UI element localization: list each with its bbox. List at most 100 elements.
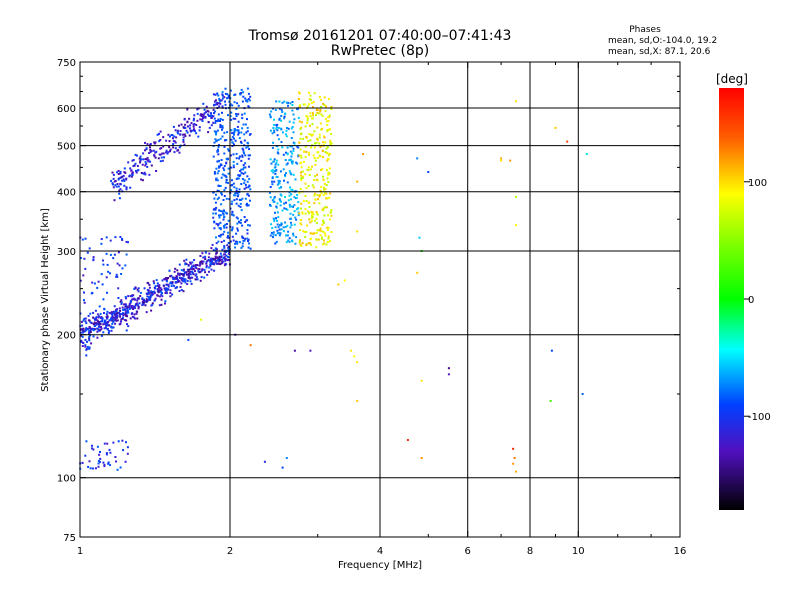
data-point-o-trace-upper <box>199 118 202 121</box>
data-point-o-trace-lower <box>165 279 168 282</box>
data-point-column-2-0-mhz <box>237 174 240 177</box>
data-point-o-trace-lower <box>105 321 108 324</box>
data-point-column-2-6-mhz <box>290 159 293 162</box>
data-point-x-trace <box>300 126 303 129</box>
data-point-o-trace-lower <box>192 268 195 271</box>
data-point-column-2-0-mhz <box>237 113 240 116</box>
data-point-column-2-0-mhz <box>213 141 216 144</box>
data-point-o-trace-upper <box>218 99 221 102</box>
data-point-x-trace <box>316 137 318 140</box>
data-point-o-trace-lower <box>122 309 125 311</box>
data-point-column-2-0-mhz <box>222 225 225 227</box>
data-point-column-2-0-mhz <box>233 133 235 136</box>
data-point-x-trace <box>301 175 304 178</box>
data-point-column-2-6-mhz <box>280 141 283 143</box>
data-point-column-2-6-mhz <box>285 234 288 237</box>
data-point-x-trace <box>316 173 318 176</box>
data-point-column-2-0-mhz <box>245 219 248 222</box>
data-point-o-trace-lower <box>176 279 179 282</box>
data-point-x-trace <box>309 94 312 97</box>
data-point-x-trace <box>308 218 311 221</box>
data-point-column-2-6-mhz <box>284 159 287 161</box>
data-point-o-trace-lower <box>161 295 164 298</box>
data-point-x-trace <box>321 127 324 130</box>
data-point-column-2-6-mhz <box>271 177 274 180</box>
phases-x-stats: mean, sd,X: 87.1, 20.6 <box>608 47 711 57</box>
data-point-o-trace-lower <box>119 315 122 318</box>
data-point-o-trace-lower <box>161 292 163 294</box>
data-point-column-2-0-mhz <box>237 193 240 196</box>
data-point-column-2-0-mhz <box>249 188 252 191</box>
data-point-o-trace-upper <box>201 120 204 122</box>
data-point-column-2-0-mhz <box>212 216 215 219</box>
data-point-o-trace-lower <box>225 251 228 253</box>
data-point-o-trace-lower <box>129 301 132 304</box>
data-point-o-trace-lower-fringe <box>106 263 109 266</box>
data-point-column-2-0-mhz <box>248 224 251 227</box>
data-point-o-trace-lower-fringe <box>102 298 105 301</box>
data-point-column-2-0-mhz <box>240 246 243 249</box>
data-point-o-trace-lower <box>143 287 146 290</box>
data-point-o-trace-lower <box>193 259 196 261</box>
data-point-o-trace-upper <box>193 114 196 117</box>
data-point-o-trace-lower-fringe <box>112 257 115 260</box>
data-point-o-trace-lower <box>84 320 87 323</box>
data-point-o-trace-lower <box>208 270 210 273</box>
data-point-x-trace <box>311 133 314 136</box>
data-point-o-trace-lower <box>187 276 190 279</box>
data-point-o-trace-lower <box>94 328 97 331</box>
data-point-x-trace <box>308 242 310 245</box>
data-point-o-trace-upper <box>168 146 171 149</box>
data-point-x-trace <box>318 96 321 99</box>
data-point-o-trace-lower <box>201 262 204 265</box>
data-point-o-trace-lower <box>166 288 169 291</box>
data-point-column-2-0-mhz <box>218 234 221 237</box>
data-point-column-2-6-mhz <box>293 118 296 121</box>
data-point-column-2-0-mhz <box>213 171 216 173</box>
data-point-o-trace-lower <box>190 282 193 285</box>
data-point-column-2-0-mhz <box>240 131 243 134</box>
data-point-column-2-0-mhz <box>227 234 229 237</box>
data-point-o-trace-upper <box>178 146 181 149</box>
data-point-x-trace <box>313 157 316 160</box>
data-point-column-2-0-mhz <box>231 228 234 231</box>
data-point-x-trace <box>313 92 316 95</box>
data-point-o-trace-upper <box>191 129 194 132</box>
data-point-o-trace-lower <box>99 328 102 331</box>
data-point-x-trace <box>322 156 324 159</box>
data-point-column-2-6-mhz <box>283 202 286 205</box>
data-point-o-trace-lower <box>191 261 194 264</box>
data-point-x-trace <box>329 141 332 144</box>
data-point-low-echoes <box>89 467 92 470</box>
data-point-column-2-0-mhz <box>246 192 249 195</box>
data-point-o-trace-lower <box>98 321 101 324</box>
data-point-low-echoes <box>91 447 93 450</box>
data-point-o-trace-lower <box>114 322 117 325</box>
data-point-o-trace-upper <box>117 185 120 188</box>
y-tick-label: 300 <box>57 247 76 258</box>
data-point-column-2-6-mhz <box>297 201 300 204</box>
data-point-x-trace <box>316 151 319 154</box>
data-point-column-2-0-mhz <box>237 120 240 123</box>
data-point-column-2-0-mhz <box>217 184 220 187</box>
data-point-column-2-6-mhz <box>276 151 279 154</box>
data-point-o-trace-upper <box>178 151 181 154</box>
data-point-o-trace-lower <box>101 318 104 321</box>
data-point-o-trace-lower <box>186 279 189 282</box>
data-point-e-region <box>86 346 89 348</box>
data-point-o-trace-lower <box>169 289 172 292</box>
data-point-column-2-0-mhz <box>241 117 244 120</box>
data-point-o-trace-upper <box>139 155 142 158</box>
data-point-o-trace-upper <box>141 163 144 166</box>
data-point-column-2-0-mhz <box>244 237 247 240</box>
data-point-o-trace-lower <box>89 329 92 332</box>
data-point-o-trace-lower <box>88 326 91 328</box>
data-point-o-trace-lower <box>132 294 135 297</box>
data-point-column-2-0-mhz <box>236 162 239 165</box>
data-point-column-2-6-mhz <box>284 175 287 178</box>
data-point-o-trace-lower <box>175 275 178 278</box>
data-point-o-trace-upper <box>117 169 120 172</box>
data-point-column-2-6-mhz <box>292 150 295 153</box>
data-point-o-trace-lower <box>204 251 207 254</box>
data-point-column-2-6-mhz <box>271 169 274 172</box>
